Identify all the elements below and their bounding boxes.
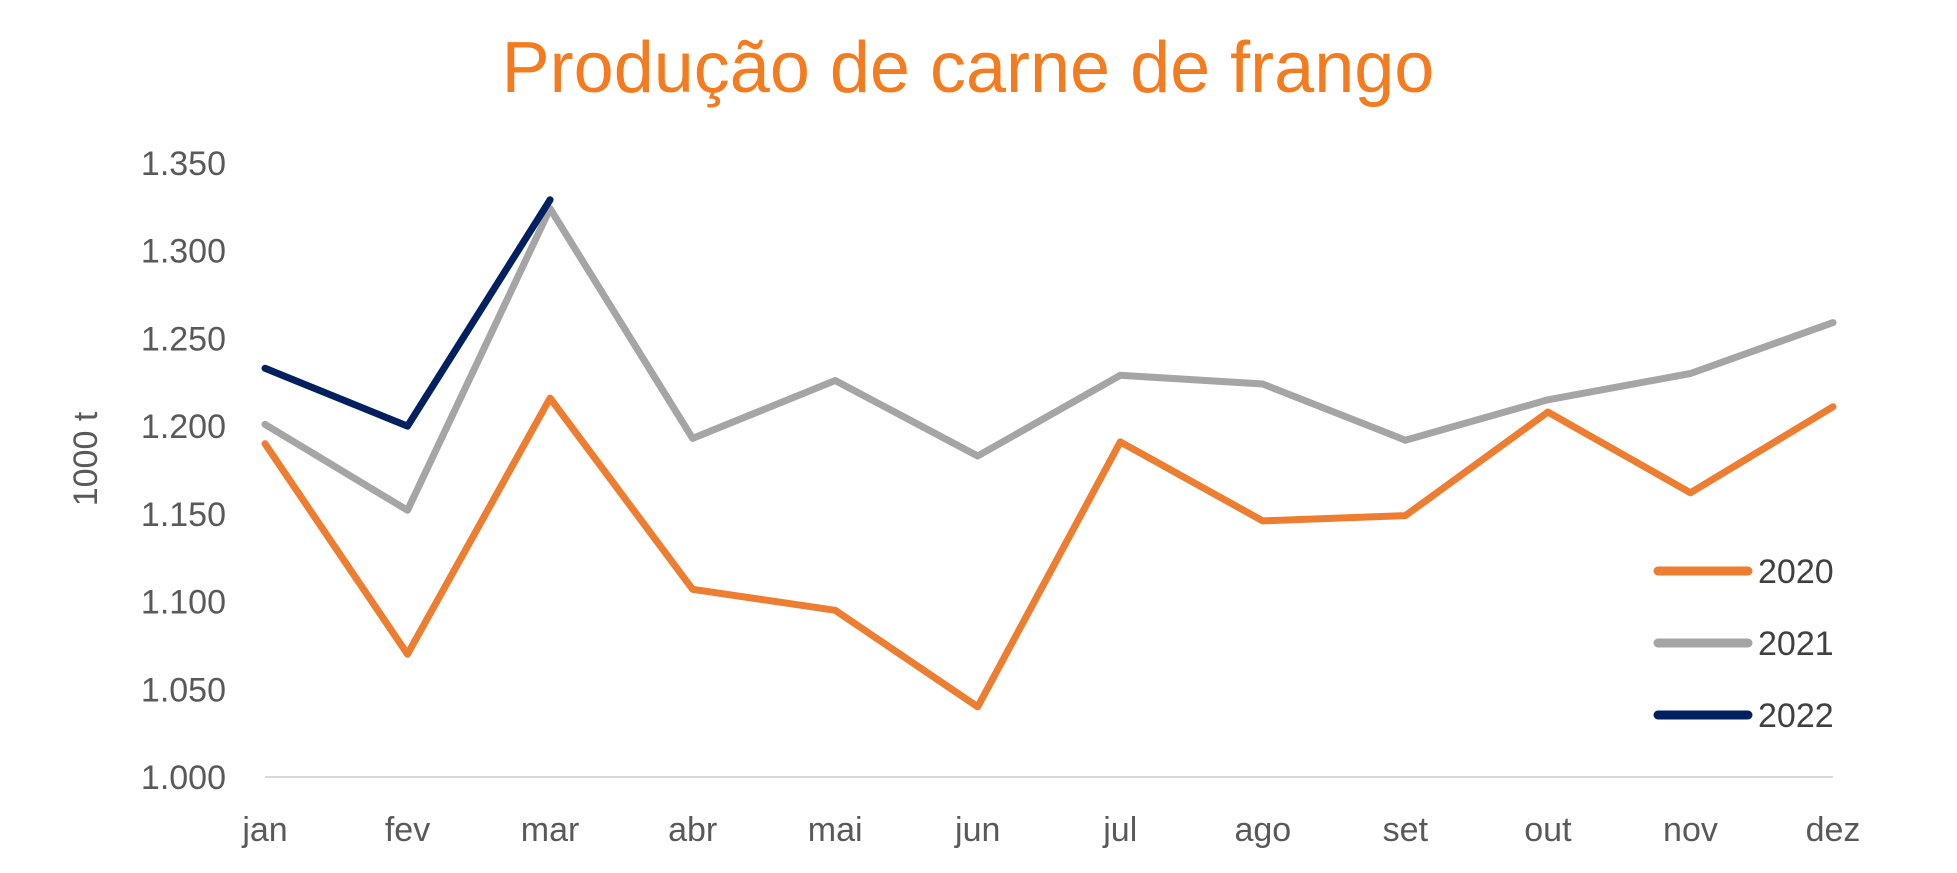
legend-label-2021: 2021 (1758, 625, 1834, 663)
y-tick-label: 1.350 (141, 145, 226, 183)
x-tick-label: dez (1806, 811, 1861, 849)
x-tick-label: out (1524, 811, 1572, 849)
x-tick-label: jun (954, 811, 1000, 849)
y-tick-label: 1.200 (141, 408, 226, 446)
x-tick-label: abr (668, 811, 717, 849)
series-line-2020 (261, 394, 1837, 711)
legend-label-2022: 2022 (1758, 697, 1834, 735)
y-tick-label: 1.050 (141, 671, 226, 709)
x-tick-label: ago (1234, 811, 1291, 849)
legend-label-2020: 2020 (1758, 553, 1834, 591)
x-tick-label: jul (1102, 811, 1137, 849)
y-tick-label: 1.150 (141, 496, 226, 534)
x-tick-label: fev (385, 811, 430, 849)
x-tick-label: jan (241, 811, 287, 849)
y-tick-label: 1.100 (141, 584, 226, 622)
y-axis-label: 1000 t (67, 411, 105, 506)
series-line-2021 (261, 205, 1837, 514)
series-group (261, 196, 1837, 711)
y-tick-label: 1.000 (141, 759, 226, 797)
y-tick-label: 1.300 (141, 233, 226, 271)
x-tick-label: mai (808, 811, 863, 849)
chart-title: Produção de carne de frango (502, 28, 1435, 108)
x-tick-label: set (1383, 811, 1429, 849)
x-axis-ticks: jan fev mar abr mai jun jul ago set out nov dez (241, 811, 1860, 849)
x-tick-label: mar (521, 811, 580, 849)
x-tick-label: nov (1663, 811, 1718, 849)
y-axis-ticks: 1.000 1.050 1.100 1.150 1.200 1.250 1.300 1.350 (141, 145, 226, 797)
series-line-2022 (261, 196, 554, 430)
y-tick-label: 1.250 (141, 320, 226, 358)
legend: 2020 2021 2022 (1653, 553, 1834, 735)
